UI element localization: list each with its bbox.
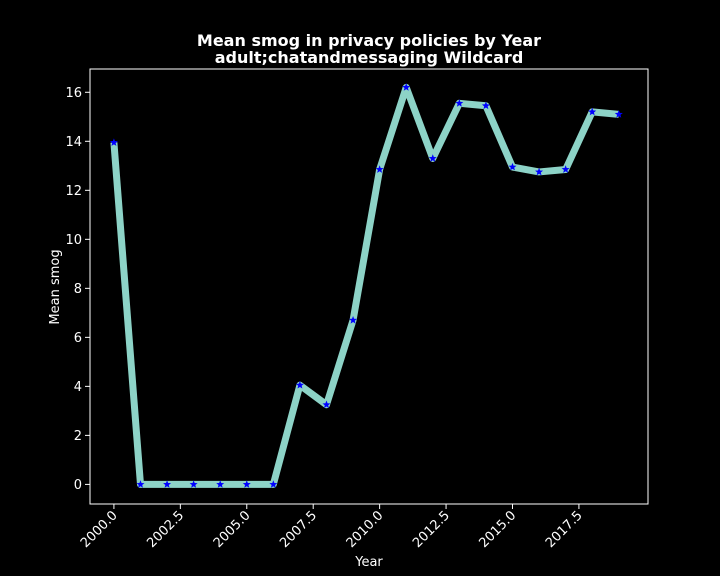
chart-subtitle: adult;chatandmessaging Wildcard xyxy=(215,48,524,67)
y-tick-label: 2 xyxy=(74,429,82,444)
data-point xyxy=(189,480,198,488)
x-tick-label: 2005.0 xyxy=(211,508,254,551)
chart-title: Mean smog in privacy policies by Year xyxy=(197,31,541,50)
y-tick-label: 4 xyxy=(74,380,82,395)
y-tick-label: 14 xyxy=(65,135,82,150)
data-point xyxy=(402,83,411,91)
data-point xyxy=(163,480,172,488)
data-point xyxy=(455,99,464,107)
data-point xyxy=(242,480,251,488)
x-tick-label: 2002.5 xyxy=(144,508,187,551)
y-tick-label: 6 xyxy=(74,331,82,346)
data-point xyxy=(349,316,358,324)
data-point xyxy=(535,167,544,176)
x-tick-label: 2015.0 xyxy=(477,508,520,551)
series-line xyxy=(110,83,620,488)
y-tick-label: 12 xyxy=(65,184,82,199)
y-tick-label: 0 xyxy=(74,478,82,493)
plot-frame xyxy=(89,68,649,505)
data-point xyxy=(561,165,570,173)
data-point xyxy=(216,480,225,488)
x-tick-label: 2017.5 xyxy=(543,508,586,551)
data-point xyxy=(614,110,623,118)
data-point xyxy=(428,154,437,162)
data-point xyxy=(375,165,384,173)
data-point xyxy=(508,162,517,171)
x-axis-label: Year xyxy=(354,555,383,570)
data-point xyxy=(109,138,118,146)
series-group xyxy=(109,83,623,488)
x-tick-label: 2012.5 xyxy=(410,508,453,551)
y-axis: 0 2 4 6 8 10 12 14 16 xyxy=(65,86,90,493)
data-point xyxy=(295,380,304,389)
data-point xyxy=(588,107,597,116)
data-point xyxy=(322,400,331,409)
y-axis-label: Mean smog xyxy=(48,249,63,324)
x-tick-label: 2007.5 xyxy=(277,508,320,551)
y-tick-label: 10 xyxy=(65,233,82,248)
y-tick-label: 8 xyxy=(74,282,82,297)
y-tick-label: 16 xyxy=(65,86,82,101)
data-point xyxy=(136,480,145,488)
data-point xyxy=(269,480,278,488)
x-axis: 2000.0 2002.5 2005.0 2007.5 2010.0 2012.5 2015… xyxy=(78,504,586,551)
x-tick-label: 2010.0 xyxy=(344,508,387,551)
data-point xyxy=(481,101,490,110)
x-tick-label: 2000.0 xyxy=(78,508,121,551)
